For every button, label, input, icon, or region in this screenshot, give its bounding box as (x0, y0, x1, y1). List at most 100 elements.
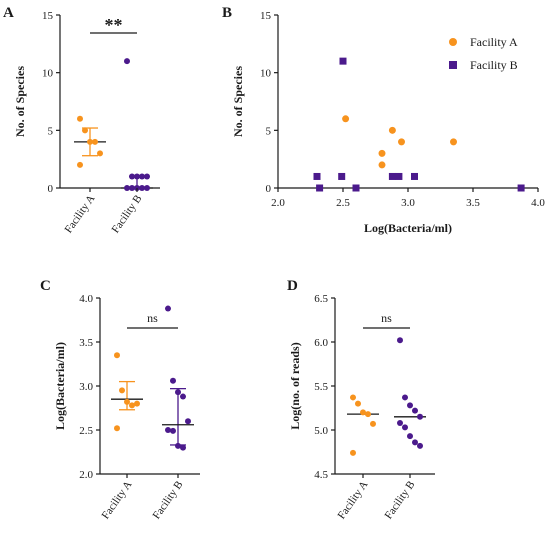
data-point (397, 419, 403, 426)
panel-a: A 0 5 10 15 No. of Species Facility A Facility … (3, 5, 160, 236)
y-axis-title: Log(Bacteria/ml) (53, 342, 67, 430)
data-point (388, 126, 396, 134)
data-point (180, 393, 186, 400)
panel-letter: A (3, 5, 14, 21)
panel-d: D 4.5 5.0 5.5 6.0 6.5 Log(no. of reads) Facilit… (287, 278, 435, 522)
data-point (175, 389, 181, 396)
data-point (338, 172, 346, 180)
data-point (397, 337, 403, 344)
x-tick-label: 4.0 (531, 197, 545, 209)
y-tick-label: 2.5 (79, 425, 93, 437)
y-tick-label: 15 (42, 10, 54, 22)
data-point (139, 173, 145, 180)
data-point (355, 400, 361, 407)
data-point (82, 127, 88, 134)
panel-letter: C (40, 278, 51, 294)
data-point (378, 161, 386, 169)
data-point (124, 58, 130, 65)
data-point (77, 115, 83, 122)
x-category-label: Facility B (151, 479, 186, 522)
data-point (398, 138, 405, 146)
data-point (129, 402, 135, 409)
y-tick-label: 10 (260, 68, 272, 80)
y-axis-title: No. of Species (231, 66, 245, 137)
data-point (417, 413, 423, 420)
data-point (417, 442, 423, 449)
data-point (185, 418, 191, 425)
data-point (114, 352, 120, 359)
y-tick-label: 10 (42, 68, 54, 80)
data-point (170, 427, 176, 434)
data-point (119, 387, 125, 394)
data-point (342, 115, 350, 123)
data-point (411, 172, 418, 180)
data-point (77, 161, 83, 168)
data-point (407, 433, 413, 440)
data-point (378, 149, 386, 157)
data-point (365, 411, 371, 418)
data-point (144, 173, 150, 180)
data-point (316, 184, 324, 192)
data-point (407, 402, 413, 409)
x-tick-label: 2.5 (336, 197, 350, 209)
data-point (350, 449, 356, 456)
x-tick-label: 3.5 (466, 197, 480, 209)
data-point (412, 439, 418, 446)
panel-b: B 0 5 10 15 No. of Species 2.0 2.5 3.0 3.5 4.0 Log(… (222, 5, 545, 235)
y-tick-label: 5 (266, 125, 272, 137)
data-point (170, 377, 176, 384)
data-point (97, 150, 103, 157)
data-point (370, 420, 376, 427)
data-point (395, 172, 403, 180)
y-tick-label: 6.5 (314, 293, 328, 305)
panel-letter: D (287, 278, 298, 294)
data-point (165, 305, 171, 312)
legend-marker (449, 38, 457, 46)
legend-marker (449, 61, 457, 69)
data-point (134, 173, 140, 180)
data-point (92, 138, 98, 145)
y-tick-label: 4.5 (314, 469, 328, 481)
data-point (165, 427, 171, 433)
data-point (350, 394, 356, 401)
data-point (517, 184, 525, 192)
x-tick-label: 3.0 (401, 197, 415, 209)
legend-label: Facility A (470, 35, 518, 49)
data-point (124, 398, 130, 405)
x-tick-label: 2.0 (271, 197, 285, 209)
data-point (175, 442, 181, 449)
panel-c: C 2.0 2.5 3.0 3.5 4.0 Log(Bacteria/ml) Facility… (40, 278, 200, 522)
panel-letter: B (222, 5, 232, 21)
data-point (352, 184, 360, 192)
data-point (339, 57, 347, 65)
y-axis-title: Log(no. of reads) (288, 342, 302, 429)
data-point (388, 172, 396, 180)
significance-label: ns (147, 311, 158, 325)
data-point (412, 407, 418, 414)
data-point (134, 400, 140, 407)
data-point (129, 185, 135, 191)
y-tick-label: 5.5 (314, 381, 328, 393)
data-point (124, 185, 130, 191)
y-tick-label: 0 (48, 183, 54, 195)
x-category-label: Facility B (110, 193, 145, 236)
y-axis-title: No. of Species (13, 66, 27, 137)
y-tick-label: 3.0 (79, 381, 93, 393)
data-point (87, 138, 93, 145)
data-point (402, 394, 408, 401)
y-tick-label: 15 (260, 10, 272, 22)
y-tick-label: 0 (266, 183, 272, 195)
x-category-label: Facility B (383, 479, 418, 522)
significance-label: ** (105, 15, 123, 35)
data-point (450, 138, 457, 146)
y-tick-label: 5 (48, 125, 54, 137)
x-category-label: Facility A (336, 479, 371, 522)
data-point (402, 424, 408, 431)
x-category-label: Facility A (63, 193, 98, 236)
data-point (313, 172, 321, 180)
data-point (139, 185, 145, 191)
data-point (360, 409, 366, 416)
y-tick-label: 6.0 (314, 337, 328, 349)
data-point (180, 444, 186, 451)
